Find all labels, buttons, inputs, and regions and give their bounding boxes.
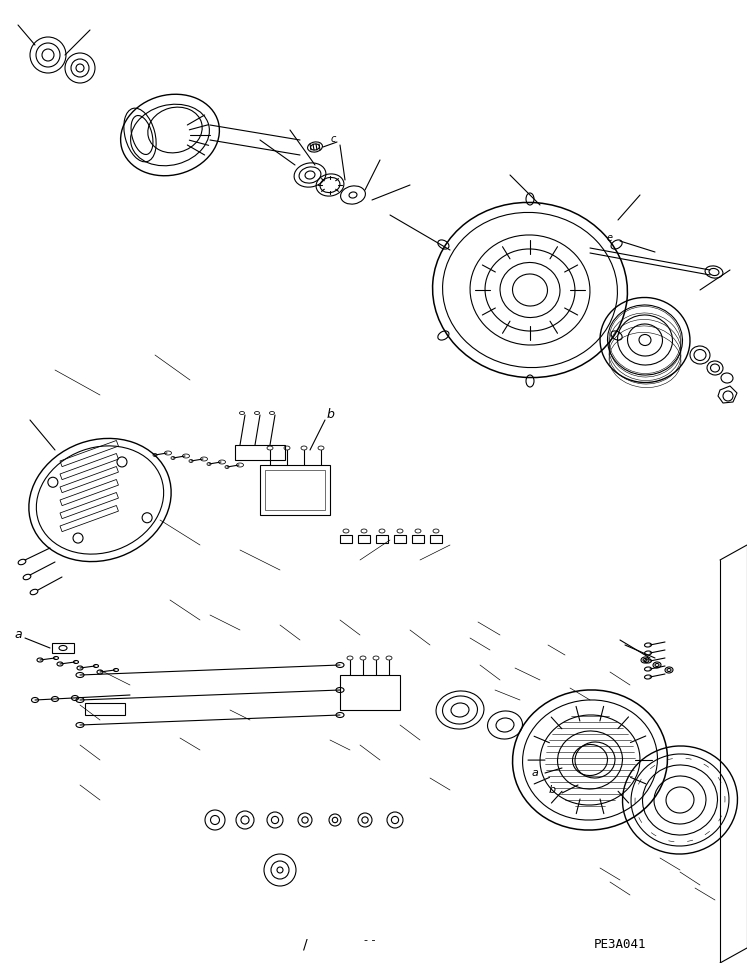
Bar (60, 492, 119, 519)
Bar (60, 440, 119, 467)
Bar (340, 675, 400, 710)
Text: a: a (14, 629, 22, 641)
Bar (60, 454, 119, 480)
Bar (358, 535, 370, 543)
Bar (376, 535, 388, 543)
Bar (85, 703, 125, 715)
Bar (430, 535, 442, 543)
Bar (412, 535, 424, 543)
Text: b: b (548, 785, 556, 795)
Text: e: e (607, 233, 613, 243)
Bar (394, 535, 406, 543)
Text: b: b (326, 408, 334, 422)
Text: a: a (532, 768, 539, 778)
Bar (60, 480, 119, 506)
Text: /: / (303, 938, 307, 952)
Bar (265, 470, 325, 510)
Bar (235, 445, 285, 460)
Bar (60, 466, 119, 493)
Text: c: c (330, 134, 335, 144)
Bar (52, 643, 74, 653)
Bar (60, 506, 119, 532)
Bar (260, 465, 330, 515)
Text: - -: - - (365, 935, 376, 945)
Bar (340, 535, 352, 543)
Text: PE3A041: PE3A041 (594, 939, 646, 951)
